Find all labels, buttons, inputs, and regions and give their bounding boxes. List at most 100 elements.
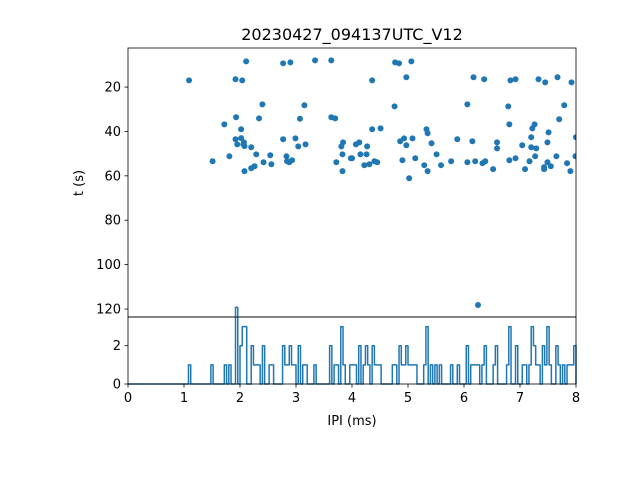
scatter-point	[506, 121, 513, 128]
scatter-point	[302, 141, 309, 148]
scatter-point	[339, 168, 346, 175]
scatter-point	[506, 157, 513, 164]
scatter-point	[241, 168, 248, 175]
scatter-point	[470, 74, 477, 81]
scatter-point	[295, 143, 302, 150]
scatter-point	[287, 59, 294, 66]
scatter-point	[406, 175, 413, 182]
scatter-point	[377, 125, 384, 132]
scatter-point	[268, 161, 275, 168]
scatter-point	[403, 74, 410, 81]
scatter-point	[544, 159, 551, 166]
scatter-point	[545, 129, 552, 136]
scatter-point	[533, 145, 540, 152]
scatter-point	[232, 76, 239, 83]
scatter-point	[260, 159, 267, 166]
scatter-axes: 20 40 60 80 100 120	[96, 47, 577, 318]
scatter-point	[226, 153, 233, 160]
scatter-point	[408, 58, 415, 65]
scatter-point	[531, 121, 538, 128]
scatter-point	[289, 157, 296, 164]
scatter-point	[248, 144, 255, 151]
scatter-point	[253, 151, 260, 158]
x-tick-label: 0	[124, 391, 132, 406]
scatter-point	[363, 151, 370, 158]
scatter-point	[507, 77, 514, 84]
scatter-point	[232, 136, 239, 143]
scatter-point	[544, 139, 551, 146]
scatter-point	[424, 168, 431, 175]
scatter-point	[469, 138, 476, 145]
scatter-point	[292, 135, 299, 142]
scatter-point	[526, 158, 533, 165]
scatter-point	[519, 142, 526, 149]
scatter-point	[301, 102, 308, 109]
scatter-point	[209, 158, 216, 165]
scatter-point	[401, 135, 408, 142]
y-tick-label: 40	[104, 125, 121, 140]
scatter-points	[186, 57, 576, 309]
scatter-point	[438, 162, 445, 169]
scatter-point	[428, 140, 435, 147]
scatter-point	[522, 166, 529, 173]
scatter-point	[238, 126, 245, 133]
scatter-point	[349, 155, 355, 162]
scatter-point	[369, 126, 376, 133]
scatter-point	[364, 143, 371, 150]
histogram-line	[128, 306, 577, 385]
scatter-point	[412, 155, 419, 162]
scatter-point	[433, 151, 440, 158]
scatter-point	[409, 135, 416, 142]
scatter-point	[328, 57, 335, 64]
scatter-point	[482, 158, 489, 165]
scatter-point	[366, 161, 373, 168]
x-tick-label: 5	[404, 391, 412, 406]
y-axis-label: t (s)	[72, 170, 87, 196]
scatter-point	[403, 142, 410, 149]
scatter-point	[505, 103, 512, 110]
scatter-point	[541, 166, 548, 173]
y-tick-label: 20	[104, 81, 121, 96]
scatter-point	[556, 116, 563, 123]
scatter-point	[280, 136, 287, 143]
x-tick-label: 6	[460, 391, 468, 406]
scatter-point	[339, 151, 346, 158]
y-tick-label: 2	[113, 339, 121, 354]
scatter-point	[240, 141, 247, 148]
scatter-point	[535, 76, 542, 83]
scatter-point	[464, 159, 471, 166]
axes-frame	[127, 316, 577, 385]
scatter-point	[572, 153, 576, 160]
y-tick-label: 100	[96, 258, 121, 273]
scatter-point	[186, 77, 193, 84]
scatter-point	[280, 60, 287, 67]
scatter-point	[494, 139, 501, 146]
scatter-point	[333, 159, 340, 166]
y-tick-label: 60	[104, 169, 121, 184]
scatter-point	[494, 145, 501, 152]
x-tick-label: 4	[348, 391, 356, 406]
scatter-point	[528, 134, 535, 141]
scatter-point	[490, 166, 497, 173]
scatter-point	[267, 152, 274, 159]
scatter-point	[481, 76, 488, 83]
scatter-point	[448, 158, 455, 165]
scatter-point	[424, 130, 431, 137]
scatter-point	[256, 115, 263, 122]
scatter-point	[239, 77, 246, 84]
scatter-point	[396, 60, 403, 67]
scatter-point	[332, 115, 339, 122]
x-tick-label: 1	[180, 391, 188, 406]
scatter-point	[421, 162, 428, 169]
x-axis-label: IPI (ms)	[327, 414, 376, 429]
scatter-point	[251, 163, 258, 170]
scatter-point	[464, 101, 471, 108]
x-tick-label: 3	[292, 391, 300, 406]
x-tick-label: 8	[572, 391, 580, 406]
scatter-point	[338, 143, 345, 150]
scatter-point	[234, 141, 241, 148]
scatter-point	[532, 153, 539, 160]
scatter-point	[568, 79, 575, 86]
scatter-point	[542, 79, 549, 86]
